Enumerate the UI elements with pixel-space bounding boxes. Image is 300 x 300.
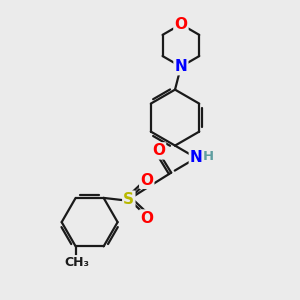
Text: N: N [175,59,187,74]
Text: O: O [140,211,153,226]
Text: H: H [203,150,214,163]
Text: O: O [140,173,153,188]
Text: CH₃: CH₃ [64,256,90,269]
Text: S: S [123,192,134,207]
Text: N: N [190,150,203,165]
Text: O: O [152,143,165,158]
Text: O: O [174,17,188,32]
